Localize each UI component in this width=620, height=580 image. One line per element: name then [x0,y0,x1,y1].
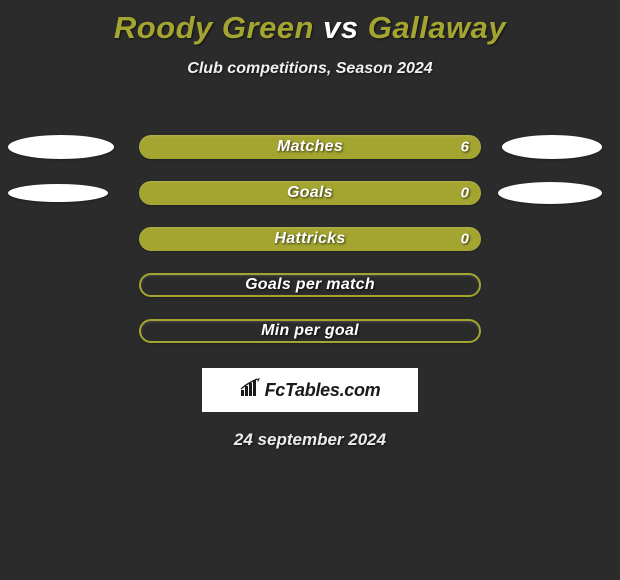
stat-label: Goals [287,184,333,202]
title-player1: Roody Green [114,10,314,45]
logo-text: FcTables.com [265,380,381,401]
stat-value: 0 [461,185,469,202]
stat-value: 0 [461,231,469,248]
page-title: Roody Green vs Gallaway [0,0,620,46]
title-player2: Gallaway [368,10,506,45]
stat-bar: Goals 0 [139,181,481,205]
stat-bar: Hattricks 0 [139,227,481,251]
stat-row: Min per goal [0,308,620,354]
stat-bar: Min per goal [139,319,481,343]
subtitle: Club competitions, Season 2024 [0,60,620,78]
stat-bar: Matches 6 [139,135,481,159]
stat-value: 6 [461,139,469,156]
date-text: 24 september 2024 [0,430,620,450]
stat-row: Goals 0 [0,170,620,216]
stat-label: Min per goal [261,322,359,340]
left-ellipse [8,184,108,202]
stat-row: Matches 6 [0,124,620,170]
stat-bar: Goals per match [139,273,481,297]
stat-label: Hattricks [274,230,345,248]
left-ellipse [8,135,114,159]
stats-container: Matches 6 Goals 0 Hattricks 0 Goals per match M… [0,124,620,354]
right-ellipse [498,182,602,204]
stat-row: Hattricks 0 [0,216,620,262]
logo: FcTables.com [240,378,381,403]
bar-chart-icon [240,378,262,403]
title-vs: vs [323,10,358,45]
right-ellipse [502,135,602,159]
stat-row: Goals per match [0,262,620,308]
logo-box: FcTables.com [202,368,418,412]
stat-label: Goals per match [245,276,375,294]
stat-label: Matches [277,138,343,156]
